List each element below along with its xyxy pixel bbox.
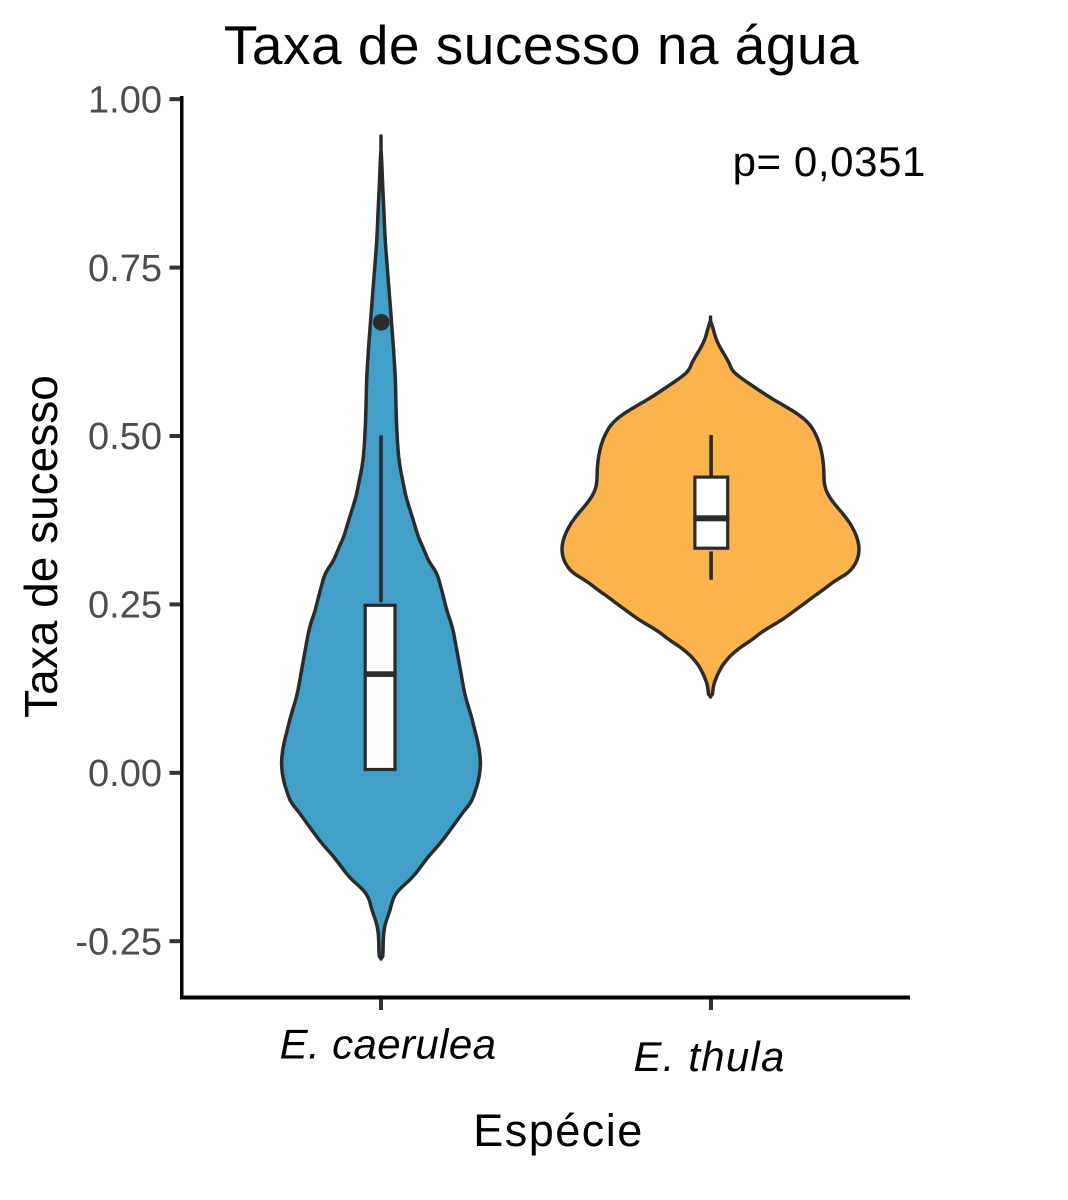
svg-text:Taxa de sucesso na água: Taxa de sucesso na água: [224, 14, 859, 76]
svg-text:0.00: 0.00: [88, 753, 162, 795]
svg-text:E. thula: E. thula: [633, 1033, 785, 1080]
svg-text:p= 0,0351: p= 0,0351: [733, 138, 926, 185]
svg-text:E. caerulea: E. caerulea: [280, 1021, 497, 1068]
svg-text:Taxa de sucesso: Taxa de sucesso: [15, 375, 67, 718]
svg-text:Espécie: Espécie: [473, 1105, 644, 1156]
svg-text:0.25: 0.25: [88, 585, 162, 627]
svg-text:0.75: 0.75: [88, 248, 162, 290]
svg-text:1.00: 1.00: [88, 79, 162, 121]
svg-text:-0.25: -0.25: [75, 921, 162, 963]
svg-text:0.50: 0.50: [88, 416, 162, 458]
